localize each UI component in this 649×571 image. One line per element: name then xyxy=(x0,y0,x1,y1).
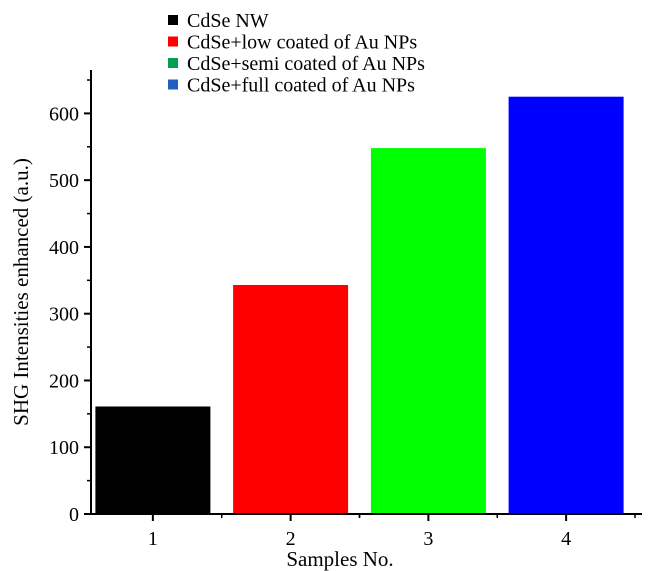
y-axis-title: SHG Intensities enhanced (a.u.) xyxy=(9,158,33,426)
x-tick-label: 2 xyxy=(286,528,296,550)
bar-sample-4 xyxy=(508,96,624,514)
x-tick-label: 3 xyxy=(423,528,433,550)
y-tick-label: 500 xyxy=(49,170,79,192)
y-tick-label: 300 xyxy=(49,304,79,326)
legend-label: CdSe+low coated of Au NPs xyxy=(187,32,417,54)
bar-sample-1 xyxy=(95,406,211,514)
y-tick-label: 200 xyxy=(49,370,79,392)
y-tick-label: 400 xyxy=(49,237,79,259)
bar-sample-3 xyxy=(370,148,486,514)
legend-swatch xyxy=(168,79,178,90)
legend-swatch xyxy=(168,36,178,47)
legend-swatch xyxy=(168,15,178,25)
y-tick-label: 100 xyxy=(49,437,79,459)
x-axis-title: Samples No. xyxy=(286,547,393,571)
x-axis-ticks: 1 2 3 4 xyxy=(148,514,636,550)
y-tick-label: 600 xyxy=(49,103,79,125)
legend-label: CdSe NW xyxy=(187,10,269,32)
x-tick-label: 4 xyxy=(561,528,571,550)
bar-sample-2 xyxy=(233,285,349,514)
x-tick-label: 1 xyxy=(148,528,158,550)
legend-label: CdSe+semi coated of Au NPs xyxy=(187,53,425,75)
y-tick-label: 0 xyxy=(69,504,79,526)
legend-label: CdSe+full coated of Au NPs xyxy=(187,75,415,97)
bar-group xyxy=(95,96,624,514)
chart-axes xyxy=(90,70,642,515)
y-axis-ticks: 0 100 200 300 400 500 600 xyxy=(49,79,91,526)
legend-swatch xyxy=(168,58,178,68)
